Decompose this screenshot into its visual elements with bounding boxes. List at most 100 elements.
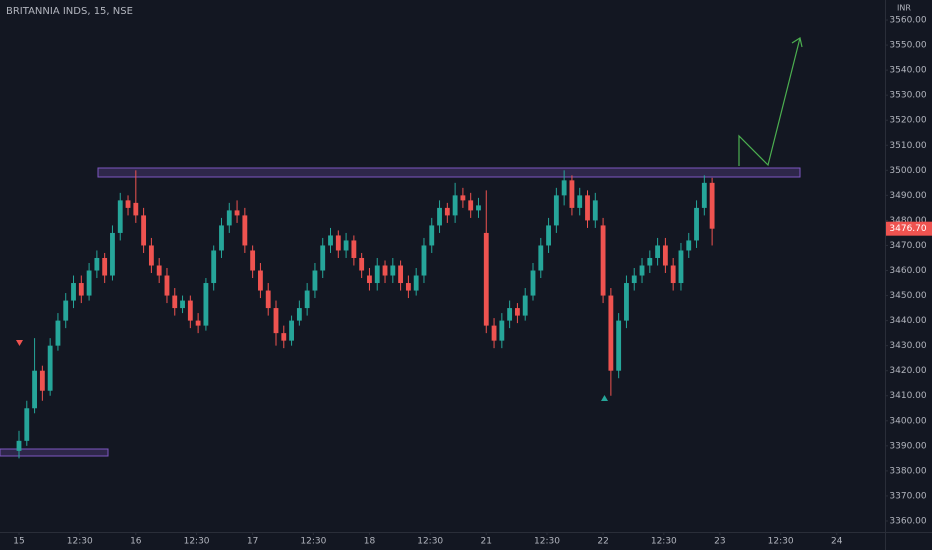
x-tick-label: 16 bbox=[130, 537, 142, 547]
candle-body bbox=[678, 250, 684, 284]
y-tick-label: 3510.00 bbox=[889, 141, 926, 151]
candle-body bbox=[483, 232, 489, 326]
sell-marker bbox=[16, 340, 23, 346]
y-tick-label: 3460.00 bbox=[889, 266, 926, 276]
candle-body bbox=[102, 257, 108, 276]
candle-body bbox=[468, 200, 474, 211]
candle-body bbox=[71, 283, 76, 301]
buy-marker bbox=[601, 395, 608, 401]
candle-body bbox=[413, 275, 419, 291]
x-tick-label: 12:30 bbox=[651, 537, 677, 547]
candle-body bbox=[328, 235, 333, 246]
x-tick-label: 18 bbox=[364, 537, 376, 547]
candle-body bbox=[670, 265, 676, 284]
candle-body bbox=[86, 270, 92, 296]
y-tick-label: 3540.00 bbox=[889, 66, 926, 76]
candle-body bbox=[577, 195, 583, 208]
candle-body bbox=[148, 245, 154, 266]
y-tick-label: 3480.00 bbox=[889, 216, 926, 226]
candle-body bbox=[398, 265, 404, 284]
y-tick-label: 3450.00 bbox=[889, 291, 926, 301]
candle-body bbox=[639, 265, 645, 276]
y-tick-label: 3490.00 bbox=[889, 191, 926, 201]
last-price-tag bbox=[886, 221, 932, 236]
candle-body bbox=[78, 283, 84, 296]
x-tick-label: 12:30 bbox=[768, 537, 794, 547]
last-price-label: 3476.70 bbox=[889, 224, 926, 234]
y-tick-label: 3390.00 bbox=[889, 441, 926, 451]
candle-body bbox=[592, 200, 598, 221]
candle-body bbox=[335, 235, 341, 251]
y-tick-label: 3550.00 bbox=[889, 41, 926, 51]
candle-body bbox=[320, 245, 326, 271]
candle-body bbox=[382, 265, 388, 276]
candle-body bbox=[476, 205, 481, 211]
arrow-head bbox=[791, 37, 803, 48]
candle-body bbox=[515, 308, 520, 316]
candle-body bbox=[16, 440, 22, 451]
candle-body bbox=[117, 200, 123, 233]
candle-body bbox=[538, 245, 544, 271]
candle-body bbox=[390, 265, 396, 276]
candle-body bbox=[94, 257, 100, 271]
candle-body bbox=[608, 295, 614, 371]
x-tick-label: 15 bbox=[13, 537, 24, 547]
x-tick-label: 24 bbox=[831, 537, 843, 547]
candle-body bbox=[491, 325, 497, 341]
candle-body bbox=[32, 370, 37, 409]
candle-body bbox=[110, 232, 115, 276]
support-zone bbox=[0, 448, 109, 457]
candle-body bbox=[226, 210, 232, 226]
resistance-zone bbox=[97, 167, 801, 178]
y-tick-label: 3370.00 bbox=[889, 491, 926, 501]
candle-body bbox=[281, 333, 287, 341]
candle-body bbox=[250, 250, 256, 271]
candle-body bbox=[522, 295, 528, 316]
candle-body bbox=[624, 283, 629, 321]
y-tick-label: 3400.00 bbox=[889, 416, 926, 426]
candle-body bbox=[265, 290, 271, 309]
candle-body bbox=[47, 345, 53, 391]
chart-title: BRITANNIA INDS, 15, NSE bbox=[6, 6, 133, 17]
candle-body bbox=[499, 320, 505, 341]
candle-body bbox=[289, 320, 294, 341]
candle-body bbox=[156, 265, 162, 276]
candle-body bbox=[429, 225, 435, 246]
candle-body bbox=[460, 195, 466, 201]
candle-body bbox=[203, 283, 209, 326]
candle-body bbox=[187, 300, 193, 321]
x-tick-label: 17 bbox=[247, 537, 258, 547]
candle-body bbox=[701, 182, 707, 208]
candle-body bbox=[421, 245, 427, 276]
candle-body bbox=[553, 195, 559, 226]
candle-body bbox=[211, 250, 217, 284]
candle-body bbox=[507, 308, 513, 321]
candle-body bbox=[219, 225, 224, 251]
y-tick-label: 3410.00 bbox=[889, 391, 926, 401]
candle-body bbox=[234, 210, 240, 216]
candle-body bbox=[367, 275, 372, 284]
x-tick-label: 12:30 bbox=[184, 537, 210, 547]
x-tick-label: 12:30 bbox=[300, 537, 326, 547]
candle-body bbox=[546, 225, 551, 246]
candle-body bbox=[273, 308, 279, 334]
candle-body bbox=[600, 225, 606, 296]
y-tick-label: 3440.00 bbox=[889, 316, 926, 326]
y-tick-label: 3560.00 bbox=[889, 16, 926, 26]
currency-label: INR bbox=[897, 4, 911, 13]
candle-body bbox=[296, 308, 302, 321]
candle-body bbox=[133, 202, 139, 216]
candle-body bbox=[312, 270, 318, 291]
candle-body bbox=[530, 270, 536, 296]
y-tick-label: 3470.00 bbox=[889, 241, 926, 251]
y-tick-label: 3420.00 bbox=[889, 366, 926, 376]
x-tick-label: 12:30 bbox=[417, 537, 443, 547]
candle-body bbox=[444, 207, 450, 216]
y-tick-label: 3360.00 bbox=[889, 516, 926, 526]
candle-body bbox=[195, 320, 201, 326]
candle-body bbox=[655, 245, 661, 258]
y-tick-label: 3530.00 bbox=[889, 91, 926, 101]
candle-body bbox=[616, 320, 622, 371]
